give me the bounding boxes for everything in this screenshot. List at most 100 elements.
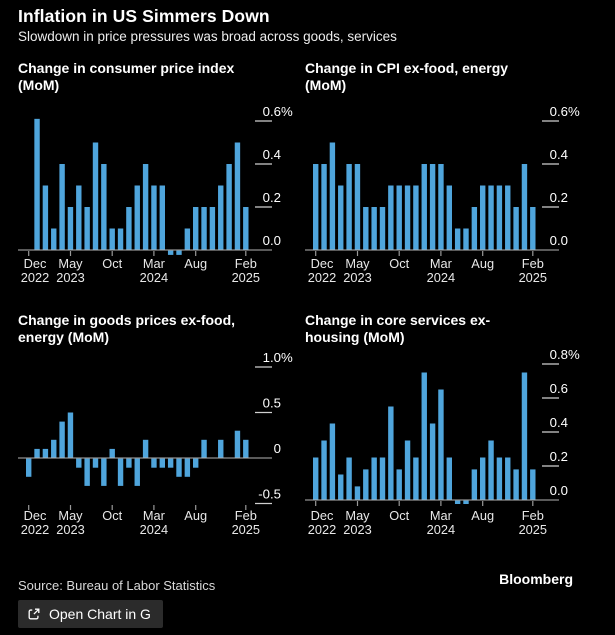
x-tick-label: May (58, 508, 83, 523)
y-tick-label: 0.8 (550, 348, 568, 362)
bar (446, 185, 452, 250)
bar (193, 458, 199, 468)
y-tick-label: 0.6 (550, 381, 568, 396)
x-tick-label: Dec (311, 256, 334, 271)
x-tick-label: May (345, 508, 370, 523)
y-tick-label: 0.4 (550, 415, 568, 430)
bar (201, 439, 207, 458)
bar (59, 164, 65, 250)
bar (446, 457, 452, 500)
bar (34, 118, 40, 250)
bar (329, 142, 336, 250)
bar (379, 207, 386, 250)
bar (51, 439, 57, 458)
bar (184, 228, 191, 250)
bar (76, 185, 82, 250)
chart-cpi: Change in consumer price index (MoM) 0.0 0… (18, 60, 310, 292)
bar (184, 458, 191, 477)
x-tick-label: 2022 (308, 522, 336, 537)
y-tick-label: 0.4 (550, 147, 568, 162)
bar (346, 164, 352, 250)
y-tick-label: 0.6 (550, 104, 568, 119)
y-tick-label: 1.0 (263, 350, 281, 365)
x-tick-label: 2022 (21, 522, 49, 537)
bar (480, 185, 486, 250)
bar (142, 439, 149, 458)
x-tick-label: 2025 (232, 522, 260, 537)
chart-title-line: (MoM) (305, 76, 347, 93)
chart-core-cpi: Change in CPI ex-food, energy (MoM) 0.0 0.… (305, 60, 597, 292)
x-tick-label: 2024 (140, 522, 168, 537)
bar (463, 228, 469, 250)
y-tick-label: 0.0 (263, 233, 281, 248)
x-tick-label: Oct (102, 256, 122, 271)
y-tick-label: 0 (274, 441, 281, 456)
bar (438, 164, 444, 250)
open-external-icon (27, 607, 41, 621)
bar (388, 406, 394, 500)
x-tick-label: Oct (389, 508, 409, 523)
bar (530, 469, 536, 500)
bar (313, 164, 319, 250)
bar (134, 458, 140, 486)
x-tick-label: Mar (143, 256, 166, 271)
open-chart-button-label: Open Chart in G (49, 606, 151, 622)
bar (151, 185, 157, 250)
chart-core-services-title: Change in core services ex-housing (MoM) (305, 312, 597, 348)
x-tick-label: Dec (24, 508, 47, 523)
x-tick-label: Oct (102, 508, 122, 523)
bar (346, 457, 352, 500)
bar (379, 457, 386, 500)
bar (488, 185, 494, 250)
bar (201, 207, 207, 250)
y-tick-label: 0.0 (550, 483, 568, 498)
bar (176, 458, 182, 477)
x-tick-label: Aug (471, 256, 494, 271)
bar (471, 469, 478, 500)
chart-title-line: Change in CPI ex-food, energy (305, 60, 509, 76)
y-tick-label: -0.5 (258, 487, 281, 502)
bar (496, 185, 503, 250)
bar (84, 458, 90, 486)
bar (329, 423, 336, 500)
open-chart-button[interactable]: Open Chart in G (18, 600, 163, 628)
bar (126, 458, 132, 468)
bar (363, 207, 369, 250)
bar (513, 207, 519, 250)
x-tick-label: 2025 (519, 270, 547, 285)
bar (513, 469, 519, 500)
x-tick-label: Dec (311, 508, 334, 523)
bar (101, 458, 107, 486)
bar (226, 164, 232, 250)
bar (521, 164, 528, 250)
y-tick-label: 0.0 (550, 233, 568, 248)
x-tick-label: Feb (235, 256, 257, 271)
bar (480, 457, 486, 500)
x-tick-label: Aug (184, 508, 207, 523)
chart-title-line: (MoM) (18, 76, 60, 93)
bar (454, 500, 461, 504)
bar (421, 372, 427, 500)
bar (396, 469, 402, 500)
chart-title-line: Change in goods prices ex-food, (18, 312, 236, 328)
bar (505, 457, 511, 500)
chart-cpi-title: Change in consumer price index (MoM) (18, 60, 310, 96)
bar (471, 207, 478, 250)
bar (142, 164, 149, 250)
chart-core-cpi-title: Change in CPI ex-food, energy (MoM) (305, 60, 597, 96)
bar (26, 458, 32, 477)
chart-core-goods: Change in goods prices ex-food, energy (M… (18, 312, 310, 544)
page-title: Inflation in US Simmers Down (18, 6, 270, 26)
bar (234, 430, 241, 458)
y-tick-label: 0.5 (263, 396, 281, 411)
x-tick-label: Mar (430, 508, 453, 523)
y-tick-percent: % (568, 104, 580, 119)
bar (313, 457, 319, 500)
bar (338, 474, 344, 500)
page-subtitle: Slowdown in price pressures was broad ac… (18, 29, 397, 44)
bar (218, 439, 224, 458)
x-tick-label: Aug (471, 508, 494, 523)
